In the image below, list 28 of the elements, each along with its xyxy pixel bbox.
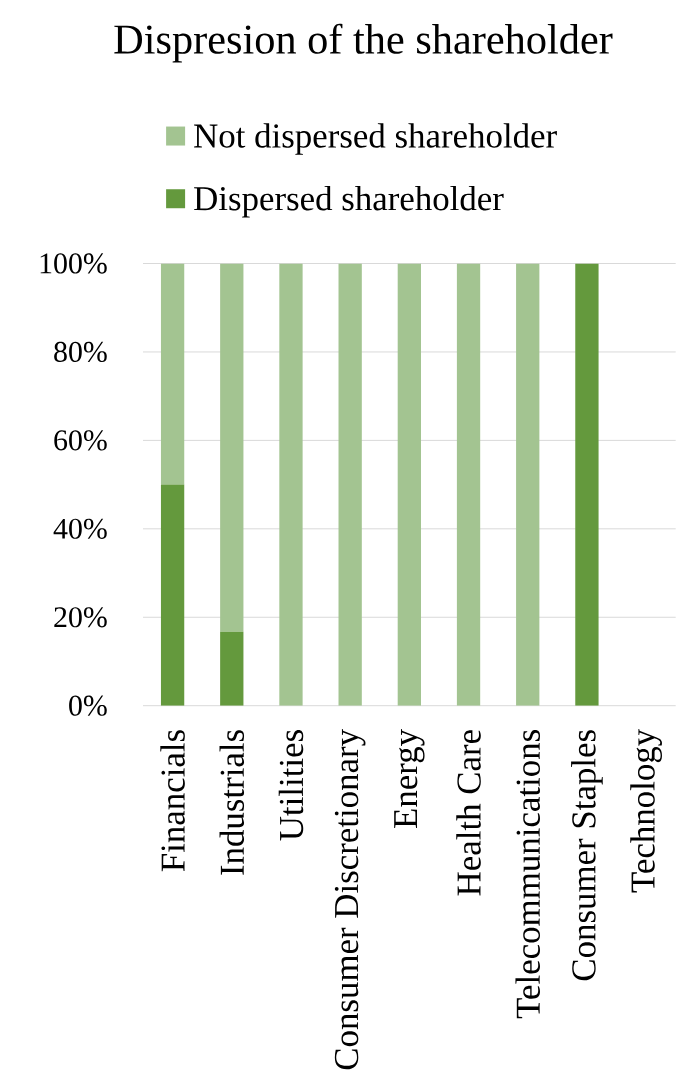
- bar: [160, 263, 185, 485]
- bar: [220, 631, 244, 706]
- y-tick-label: 40%: [53, 518, 107, 539]
- legend-label: Not dispersed shareholder: [194, 123, 557, 155]
- y-tick-label: 80%: [54, 341, 107, 363]
- legend-label: Dispersed shareholder: [194, 185, 504, 218]
- chart-title: Dispresion of the shareholder: [114, 23, 613, 63]
- x-tick-label: Consumer Discretionary: [334, 729, 366, 1070]
- y-tick-label: 0%: [69, 695, 107, 716]
- bar: [516, 263, 540, 706]
- bar: [160, 484, 185, 706]
- x-tick-label: Industrials: [219, 730, 245, 875]
- x-tick-label: Health Care: [456, 730, 481, 896]
- bar: [220, 263, 244, 632]
- x-tick-label: Telecommunications: [515, 730, 540, 1019]
- x-tick-label: Consumer Staples: [571, 730, 603, 981]
- bar: [279, 263, 303, 706]
- x-tick-label: Technology: [630, 728, 662, 893]
- bar: [456, 263, 481, 706]
- y-tick-label: 60%: [54, 430, 107, 451]
- x-tick-label: Energy: [394, 729, 425, 828]
- x-tick-label: Financials: [160, 730, 185, 872]
- bar: [575, 263, 599, 706]
- y-tick-label: 100%: [40, 253, 107, 274]
- x-tick-label: Utilities: [278, 730, 304, 841]
- y-tick-label: 20%: [54, 607, 107, 628]
- bar: [397, 263, 421, 706]
- bar: [338, 263, 362, 706]
